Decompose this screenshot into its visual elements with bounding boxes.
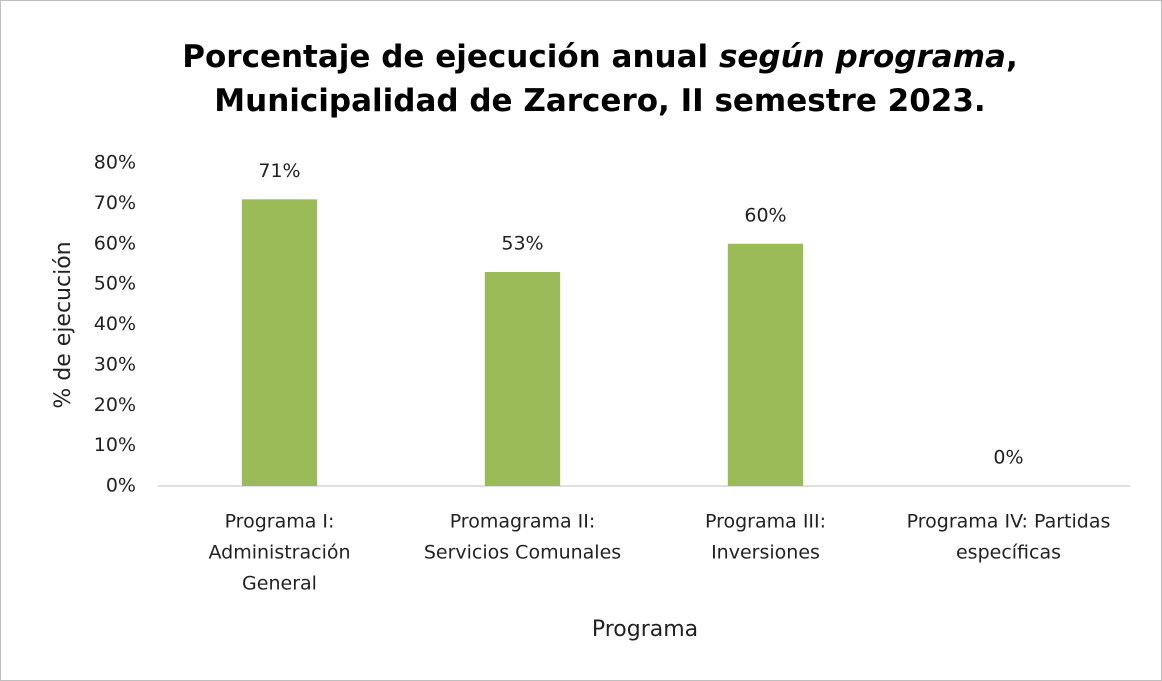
y-tick-label: 40%: [94, 313, 136, 335]
bar: [727, 243, 804, 486]
x-tick-label: Programa IV: Partidas: [907, 511, 1111, 533]
x-tick-label: Promagrama II:: [450, 511, 596, 533]
x-tick-label: Inversiones: [711, 542, 820, 564]
x-tick-label: Administración: [208, 542, 350, 564]
y-tick-label: 70%: [94, 192, 136, 214]
x-tick-label: General: [242, 573, 317, 595]
bar: [484, 272, 561, 486]
y-tick-label: 80%: [94, 152, 136, 174]
y-tick-label: 30%: [94, 353, 136, 375]
y-tick-label: 50%: [94, 273, 136, 295]
chart-title: Porcentaje de ejecución anual según prog…: [182, 39, 1017, 75]
bar: [241, 199, 318, 486]
x-tick-label: específicas: [956, 542, 1061, 564]
x-axis-label: Programa: [592, 617, 698, 642]
data-label: 53%: [501, 233, 543, 255]
x-tick-label: Servicios Comunales: [424, 542, 621, 564]
y-tick-label: 20%: [94, 394, 136, 416]
chart-title: Municipalidad de Zarcero, II semestre 20…: [214, 83, 985, 119]
data-label: 60%: [744, 204, 786, 226]
x-tick-label: Programa I:: [225, 511, 335, 533]
y-tick-label: 10%: [94, 434, 136, 456]
y-tick-label: 0%: [106, 475, 136, 497]
data-label: 71%: [258, 160, 300, 182]
y-tick-label: 60%: [94, 232, 136, 254]
data-label: 0%: [993, 447, 1023, 469]
y-axis-label: % de ejecución: [51, 241, 76, 408]
x-tick-label: Programa III:: [705, 511, 826, 533]
